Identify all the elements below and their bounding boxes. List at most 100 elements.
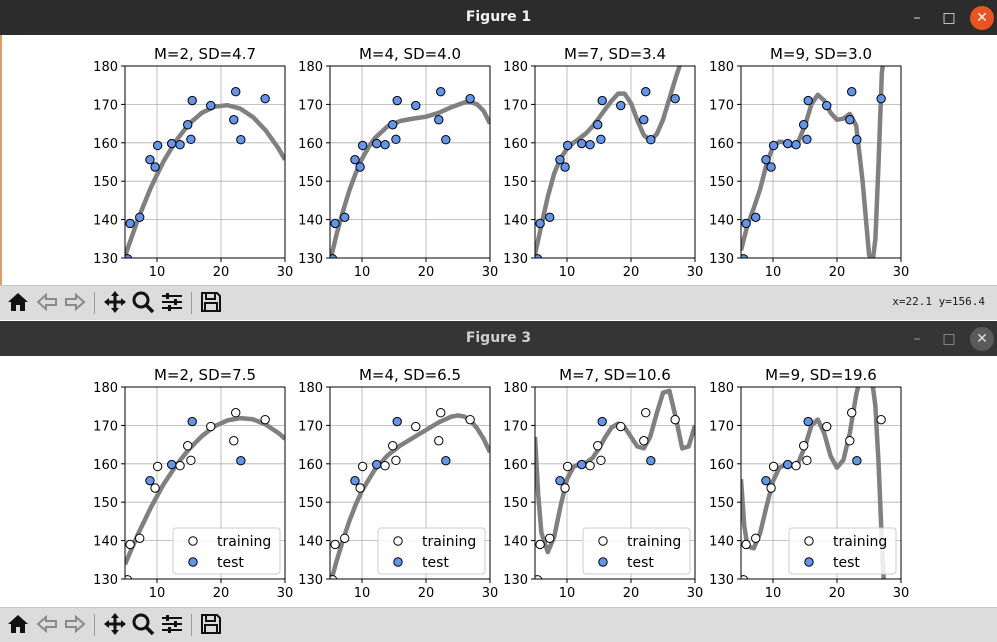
test-point <box>350 154 360 165</box>
test-point <box>783 138 793 149</box>
test-point <box>380 140 390 150</box>
figure-3-canvas[interactable]: 10 20 30 130 140 150 160 170 180 M=2, SD=7.5 train… <box>0 356 997 607</box>
pan-icon[interactable] <box>102 289 128 315</box>
fit-curve <box>330 99 490 258</box>
y-tick-label: 140 <box>709 535 734 550</box>
x-tick-label: 20 <box>829 265 846 280</box>
test-point <box>330 218 340 229</box>
minimize-button[interactable]: – <box>913 10 921 26</box>
home-icon[interactable] <box>5 289 31 315</box>
legend: training test <box>788 527 897 575</box>
x-tick-label: 10 <box>354 265 371 280</box>
y-tick-label: 160 <box>298 458 323 473</box>
chart-panel-1: 10 20 30 130 140 150 160 170 180 M=2, SD=7.5 train… <box>93 366 293 601</box>
test-point <box>562 140 573 151</box>
figure-1-plot-area[interactable]: 10 20 30 130 140 150 160 170 180 M=2, SD=4.7 10 20 3… <box>0 35 997 286</box>
zoom-icon[interactable] <box>130 611 156 637</box>
test-point <box>670 93 680 104</box>
plot-content <box>125 87 285 258</box>
y-tick-label: 130 <box>298 573 323 588</box>
test-point <box>183 120 193 130</box>
forward-arrow-icon[interactable] <box>62 611 88 637</box>
configure-icon[interactable] <box>159 611 185 637</box>
legend-box <box>172 527 281 575</box>
training-point <box>150 483 160 493</box>
test-point <box>167 459 177 470</box>
test-point <box>145 475 155 486</box>
test-point <box>596 134 606 145</box>
legend-marker-test <box>393 557 403 567</box>
test-point <box>441 135 451 145</box>
figure-3-plot-area[interactable]: 10 20 30 130 140 150 160 170 180 M=2, SD=7.5 train… <box>0 356 997 607</box>
training-point <box>535 575 543 579</box>
test-point <box>577 459 587 470</box>
y-tick-label: 180 <box>93 381 118 396</box>
back-arrow-icon[interactable] <box>34 611 60 637</box>
y-tick-label: 140 <box>503 535 528 550</box>
figure-1-titlebar[interactable]: Figure 1 – □ ✕ <box>0 0 997 35</box>
back-arrow-icon[interactable] <box>34 289 60 315</box>
minimize-button[interactable]: – <box>913 331 921 347</box>
legend-label-training: training <box>422 534 476 550</box>
training-point <box>229 436 239 446</box>
maximize-button[interactable]: □ <box>942 331 956 347</box>
y-tick-label: 180 <box>709 381 734 396</box>
close-button[interactable]: ✕ <box>970 6 994 30</box>
test-point <box>388 120 398 130</box>
plot-content <box>535 66 683 258</box>
plot-content <box>741 66 886 258</box>
training-point <box>616 421 626 432</box>
figure-3-titlebar[interactable]: Figure 3 – □ ✕ <box>0 321 997 356</box>
test-point <box>616 100 626 111</box>
x-tick-label: 30 <box>687 586 704 601</box>
test-point <box>167 138 177 149</box>
forward-arrow-icon[interactable] <box>62 289 88 315</box>
training-point <box>766 483 776 493</box>
configure-icon[interactable] <box>159 289 185 315</box>
legend-label-test: test <box>627 555 654 571</box>
test-point <box>350 475 360 486</box>
pan-icon[interactable] <box>102 611 128 637</box>
test-point <box>768 140 779 151</box>
y-tick-label: 160 <box>298 137 323 152</box>
training-point <box>434 436 444 446</box>
window-title: Figure 1 <box>465 9 532 25</box>
training-point <box>391 455 401 466</box>
test-point <box>391 134 401 145</box>
save-icon[interactable] <box>198 289 224 315</box>
zoom-icon[interactable] <box>130 289 156 315</box>
training-point <box>125 575 133 579</box>
y-tick-label: 160 <box>709 137 734 152</box>
training-point <box>388 441 398 451</box>
test-point <box>372 138 382 149</box>
test-point <box>555 475 565 486</box>
test-point <box>876 93 886 104</box>
training-point <box>596 455 606 466</box>
close-button[interactable]: ✕ <box>970 327 994 351</box>
test-point <box>822 100 832 111</box>
save-icon[interactable] <box>198 611 224 637</box>
fit-curve <box>535 388 695 555</box>
y-tick-label: 150 <box>298 175 323 190</box>
test-point <box>150 162 160 172</box>
legend-marker-training <box>188 536 198 546</box>
test-point <box>545 212 555 222</box>
test-point <box>340 212 350 222</box>
figure-1-canvas[interactable]: 10 20 30 130 140 150 160 170 180 M=2, SD=4.7 10 20 3… <box>0 35 997 286</box>
y-tick-label: 170 <box>298 98 323 113</box>
y-tick-label: 180 <box>93 60 118 75</box>
training-point <box>330 575 338 579</box>
legend: training test <box>172 527 281 575</box>
figure-3-window: Figure 3 – □ ✕ 10 20 30 130 140 150 160 170 180 M… <box>0 321 997 642</box>
test-point <box>125 218 135 229</box>
training-point <box>593 441 603 451</box>
y-tick-label: 130 <box>298 252 323 267</box>
home-icon[interactable] <box>5 611 31 637</box>
plot-content <box>330 87 490 258</box>
y-tick-label: 170 <box>709 419 734 434</box>
test-point <box>152 140 163 151</box>
y-tick-label: 150 <box>93 496 118 511</box>
y-tick-label: 180 <box>298 60 323 75</box>
maximize-button[interactable]: □ <box>942 10 956 26</box>
test-point <box>145 154 155 165</box>
